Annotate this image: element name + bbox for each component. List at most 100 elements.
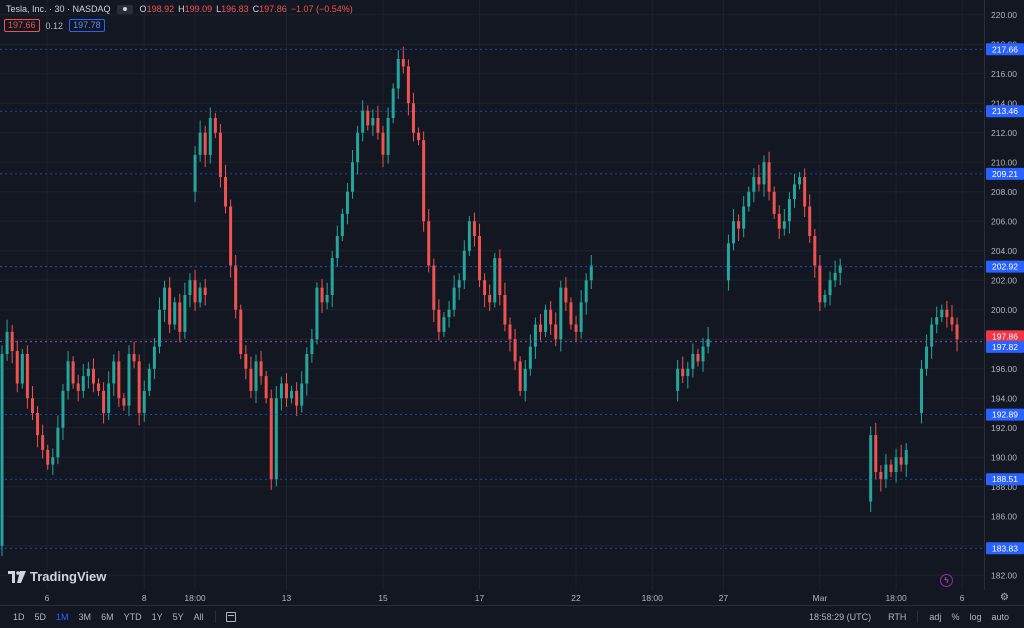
candle-body-38[interactable]	[193, 280, 197, 303]
candle-body-125[interactable]	[701, 346, 705, 362]
candle-body-40[interactable]	[203, 287, 207, 295]
candle-body-67[interactable]	[325, 295, 329, 303]
price-scale[interactable]: 182.00184.00186.00188.00190.00192.00194.…	[984, 0, 1024, 590]
candle-body-43[interactable]	[203, 132, 207, 155]
candle-body-102[interactable]	[503, 295, 507, 325]
candle-body-45[interactable]	[213, 118, 217, 133]
candle-body-107[interactable]	[528, 346, 532, 369]
candle-body-91[interactable]	[447, 309, 451, 318]
candle-body-66[interactable]	[320, 287, 324, 303]
bid-button[interactable]: 197.66	[4, 19, 40, 32]
candle-body-84[interactable]	[411, 103, 415, 133]
candle-body-163[interactable]	[945, 309, 949, 318]
candle-body-54[interactable]	[259, 361, 263, 377]
candle-body-13[interactable]	[66, 361, 70, 391]
candle-body-142[interactable]	[803, 177, 807, 207]
candle-body-93[interactable]	[457, 280, 461, 288]
ask-button[interactable]: 197.78	[69, 19, 105, 32]
candle-body-110[interactable]	[544, 309, 548, 332]
candle-body-48[interactable]	[229, 206, 233, 266]
candle-body-77[interactable]	[376, 118, 380, 133]
range-1y[interactable]: 1Y	[151, 612, 163, 622]
candle-body-12[interactable]	[61, 390, 65, 428]
candle-body-100[interactable]	[493, 258, 497, 303]
candle-body-151[interactable]	[874, 435, 878, 472]
candle-body-8[interactable]	[41, 435, 45, 450]
candle-body-75[interactable]	[366, 110, 370, 126]
candle-body-15[interactable]	[76, 383, 80, 391]
candle-body-33[interactable]	[168, 287, 172, 325]
candle-body-26[interactable]	[132, 354, 136, 362]
candlestick-chart[interactable]	[0, 0, 984, 590]
candle-body-60[interactable]	[290, 390, 294, 399]
candle-body-4[interactable]	[20, 354, 24, 384]
candle-body-111[interactable]	[549, 309, 553, 325]
candle-body-115[interactable]	[569, 302, 573, 325]
candle-body-14[interactable]	[71, 361, 75, 384]
candle-body-72[interactable]	[351, 162, 355, 192]
candle-body-63[interactable]	[305, 354, 309, 384]
candle-body-118[interactable]	[584, 280, 588, 303]
candle-body-44[interactable]	[208, 118, 212, 155]
candle-body-114[interactable]	[564, 287, 568, 303]
candle-body-25[interactable]	[127, 354, 131, 406]
candle-body-46[interactable]	[218, 132, 222, 177]
candle-body-59[interactable]	[284, 383, 288, 399]
time-axis[interactable]: 6 8 18:00 13 15 17 22 18:00 27 Mar 18:00 6	[0, 590, 984, 605]
chart-pane[interactable]	[0, 0, 984, 590]
candle-body-146[interactable]	[823, 295, 827, 303]
candle-body-42[interactable]	[198, 132, 202, 155]
candle-body-137[interactable]	[777, 213, 781, 229]
candle-body-51[interactable]	[244, 354, 248, 369]
candle-body-162[interactable]	[940, 309, 944, 318]
candle-body-76[interactable]	[371, 118, 375, 126]
range-6m[interactable]: 6M	[101, 612, 114, 622]
candle-body-82[interactable]	[401, 59, 405, 67]
candle-body-69[interactable]	[335, 236, 339, 259]
range-all[interactable]: All	[193, 612, 204, 622]
candle-body-144[interactable]	[813, 236, 817, 266]
candle-body-121[interactable]	[681, 368, 685, 377]
candle-body-136[interactable]	[772, 191, 776, 214]
candle-body-109[interactable]	[538, 324, 542, 332]
candle-body-97[interactable]	[478, 236, 482, 281]
candle-body-56[interactable]	[269, 398, 273, 480]
lightning-icon[interactable]: ϟ	[940, 574, 953, 587]
candle-body-153[interactable]	[884, 464, 888, 480]
candle-body-34[interactable]	[173, 302, 177, 325]
candle-body-149[interactable]	[838, 265, 842, 273]
candle-body-68[interactable]	[330, 258, 334, 295]
candle-body-55[interactable]	[264, 376, 268, 399]
eye-icon[interactable]	[116, 4, 133, 14]
range-1m[interactable]: 1M	[56, 612, 69, 622]
candle-body-113[interactable]	[559, 287, 563, 340]
candle-body-124[interactable]	[696, 354, 700, 362]
candle-body-7[interactable]	[36, 413, 40, 436]
candle-body-94[interactable]	[462, 250, 466, 281]
candle-body-133[interactable]	[757, 177, 761, 185]
candle-body-61[interactable]	[295, 390, 299, 406]
candle-body-95[interactable]	[467, 221, 471, 251]
candle-body-108[interactable]	[533, 324, 537, 347]
candle-body-35[interactable]	[178, 302, 182, 332]
candle-body-39[interactable]	[198, 287, 202, 303]
candle-body-36[interactable]	[183, 295, 187, 332]
candle-body-0[interactable]	[0, 354, 4, 546]
range-3m[interactable]: 3M	[78, 612, 92, 622]
option-log[interactable]: log	[969, 612, 982, 622]
candle-body-53[interactable]	[254, 361, 258, 391]
candle-body-161[interactable]	[935, 317, 939, 325]
candle-body-105[interactable]	[518, 361, 522, 391]
candle-body-104[interactable]	[513, 339, 517, 362]
candle-body-145[interactable]	[818, 265, 822, 303]
candle-body-156[interactable]	[899, 457, 903, 465]
candle-body-138[interactable]	[782, 221, 786, 229]
candle-body-106[interactable]	[523, 368, 527, 391]
candle-body-112[interactable]	[554, 324, 558, 340]
candle-body-49[interactable]	[234, 265, 238, 310]
option-percent[interactable]: %	[951, 612, 960, 622]
candle-body-152[interactable]	[879, 472, 883, 480]
candle-body-116[interactable]	[574, 324, 578, 332]
candle-body-92[interactable]	[452, 287, 456, 310]
candle-body-62[interactable]	[300, 383, 304, 406]
